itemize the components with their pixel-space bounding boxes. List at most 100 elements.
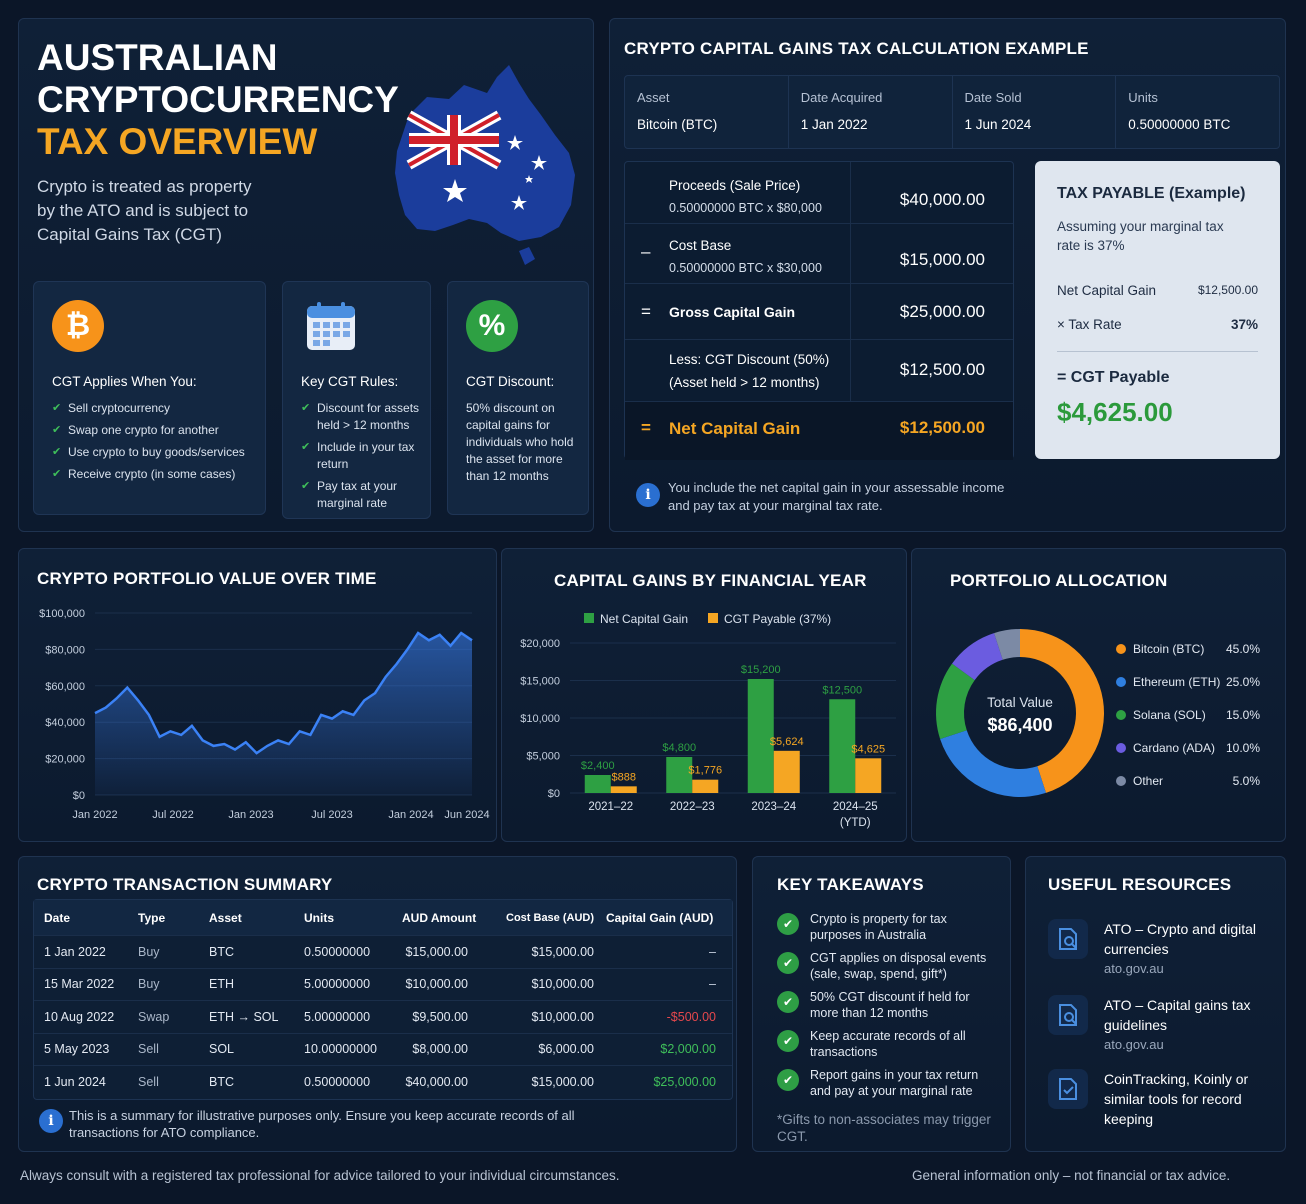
card-title: Key CGT Rules: <box>301 374 399 389</box>
table-cell: $15,000.00 <box>405 944 468 959</box>
asset-details: Asset Bitcoin (BTC) Date Acquired 1 Jan 20… <box>624 75 1280 149</box>
bar-value-label: $888 <box>612 771 636 783</box>
bar <box>773 750 800 793</box>
bar-value-label: $1,776 <box>688 765 722 777</box>
legend-label: Ethereum (ETH) <box>1133 675 1220 689</box>
x-tick-label: Jul 2023 <box>311 809 353 821</box>
table-cell: 15 Mar 2022 <box>44 977 115 992</box>
calculation-steps: Proceeds (Sale Price) 0.50000000 BTC x $8… <box>624 161 1014 460</box>
portfolio-value-line <box>94 631 473 755</box>
check-icon: ✔ <box>777 952 799 974</box>
y-tick-label: $0 <box>548 788 560 800</box>
legend-value: 15.0% <box>1226 708 1260 722</box>
asset-cell: Asset Bitcoin (BTC) <box>637 90 718 132</box>
australia-flag-map-icon <box>395 65 575 265</box>
check-icon: ✔ <box>777 1069 799 1091</box>
chart-title: PORTFOLIO ALLOCATION <box>950 571 1168 590</box>
table-cell: BTC <box>209 1075 234 1090</box>
legend-dot <box>1116 776 1126 786</box>
y-tick-label: $0 <box>73 790 85 802</box>
table-cell: $25,000.00 <box>653 1075 716 1090</box>
checklist-icon <box>1048 1069 1088 1109</box>
chart-title: CRYPTO PORTFOLIO VALUE OVER TIME <box>37 569 377 588</box>
table-row: 1 Jun 2024 Sell BTC 0.50000000 $40,000.00 $15… <box>34 1066 732 1099</box>
cgt-applies-card: ₿ CGT Applies When You: Sell cryptocurre… <box>33 281 266 515</box>
legend-value: 5.0% <box>1233 774 1261 788</box>
cgt-payable-value: $4,625.00 <box>1057 397 1173 427</box>
area-fill <box>95 633 472 795</box>
hero-description: Crypto is treated as property by the ATO… <box>37 177 252 244</box>
cost-base-row: – Cost Base 0.50000000 BTC x $30,000 $15,… <box>625 224 1013 284</box>
table-cell: $15,000.00 <box>531 944 594 959</box>
cgt-calculation-panel: CRYPTO CAPITAL GAINS TAX CALCULATION EXA… <box>609 18 1286 532</box>
table-cell: $10,000.00 <box>405 977 468 992</box>
takeaways-title: KEY TAKEAWAYS <box>777 875 924 894</box>
portfolio-allocation-chart: Total Value $86,400 Bitcoin (BTC) 45.0% Ethe… <box>936 629 1261 797</box>
gross-gain-row: = Gross Capital Gain $25,000.00 <box>625 284 1013 340</box>
document-link-icon <box>1048 995 1088 1035</box>
pie-slice <box>940 730 1046 797</box>
portfolio-allocation-panel: PORTFOLIO ALLOCATION Total Value $86,400 B… <box>911 548 1286 842</box>
bar <box>610 786 637 793</box>
footer-disclaimer: Always consult with a registered tax pro… <box>20 1168 620 1183</box>
table-cell: BTC <box>209 944 234 959</box>
center-value: $86,400 <box>987 715 1052 735</box>
y-tick-label: $40,000 <box>45 717 85 729</box>
capital-gains-chart: Net Capital Gain CGT Payable (37%) $20,000… <box>520 612 896 829</box>
list-item: Use crypto to buy goods/services <box>52 444 245 461</box>
portfolio-value-chart-panel: CRYPTO PORTFOLIO VALUE OVER TIME $100,00… <box>18 548 497 842</box>
pie-slice <box>936 663 975 739</box>
date-acquired-cell: Date Acquired 1 Jan 2022 <box>787 76 952 148</box>
pie-slice <box>952 633 1003 681</box>
x-tick-label: Jul 2022 <box>152 809 194 821</box>
card-title: CGT Discount: <box>466 374 555 389</box>
info-icon: i <box>39 1109 63 1133</box>
legend-label: Other <box>1133 774 1163 788</box>
y-tick-label: $5,000 <box>526 751 560 763</box>
table-row: 5 May 2023 Sell SOL 10.00000000 $8,000.00 $6,… <box>34 1034 732 1066</box>
table-cell: $6,000.00 <box>538 1042 594 1057</box>
tax-rate-line: × Tax Rate 37% <box>1057 317 1258 332</box>
legend-label: Net Capital Gain <box>600 612 688 626</box>
table-cell: $9,500.00 <box>412 1009 468 1024</box>
footer-note: General information only – not financial… <box>912 1168 1231 1183</box>
table-row: 1 Jan 2022 Buy BTC 0.50000000 $15,000.00 $15,… <box>34 936 732 969</box>
y-tick-label: $20,000 <box>520 638 560 650</box>
table-cell: 10.00000000 <box>304 1042 377 1057</box>
bar-value-label: $4,625 <box>851 743 885 755</box>
x-tick-label: 2023–24 <box>751 801 796 813</box>
y-tick-label: $60,000 <box>45 681 85 693</box>
table-cell: Buy <box>138 944 160 959</box>
y-tick-label: $100,000 <box>39 608 85 620</box>
date-sold-cell: Date Sold 1 Jun 2024 <box>951 76 1116 148</box>
table-cell: Sell <box>138 1042 159 1057</box>
table-row: 10 Aug 2022 Swap ETH → SOL 5.00000000 $9,500… <box>34 1001 732 1034</box>
list-item: Pay tax at your marginal rate <box>301 478 421 512</box>
x-tick-label: Jan 2023 <box>228 809 273 821</box>
x-tick-label: Jan 2022 <box>72 809 117 821</box>
legend-swatch <box>584 613 594 623</box>
info-icon: i <box>636 483 660 507</box>
check-icon: ✔ <box>777 991 799 1013</box>
bar <box>855 758 882 793</box>
bar-value-label: $15,200 <box>741 664 781 676</box>
table-cell: SOL <box>209 1042 235 1057</box>
transactions-table: Date Type Asset Units AUD Amount Cost Ba… <box>33 899 733 1100</box>
table-cell: 5 May 2023 <box>44 1042 110 1057</box>
net-gain-line: Net Capital Gain $12,500.00 <box>1057 283 1258 298</box>
table-cell: 1 Jan 2022 <box>44 944 106 959</box>
legend-dot <box>1116 644 1126 654</box>
cgt-applies-list: Sell cryptocurrency Swap one crypto for … <box>52 400 245 488</box>
pie-slice <box>1020 629 1104 793</box>
table-cell: $15,000.00 <box>531 1075 594 1090</box>
list-item: Receive crypto (in some cases) <box>52 466 245 483</box>
table-cell: Buy <box>138 977 160 992</box>
table-cell: $10,000.00 <box>531 977 594 992</box>
x-tick-sublabel: (YTD) <box>840 817 871 829</box>
pie-slice <box>994 629 1020 660</box>
calc-title: CRYPTO CAPITAL GAINS TAX CALCULATION EXA… <box>624 39 1089 58</box>
key-cgt-rules-card: Key CGT Rules: Discount for assets held … <box>282 281 431 519</box>
resources-title: USEFUL RESOURCES <box>1048 875 1232 894</box>
key-rules-list: Discount for assets held > 12 months Inc… <box>301 400 421 517</box>
chart-title: CAPITAL GAINS BY FINANCIAL YEAR <box>554 571 867 590</box>
